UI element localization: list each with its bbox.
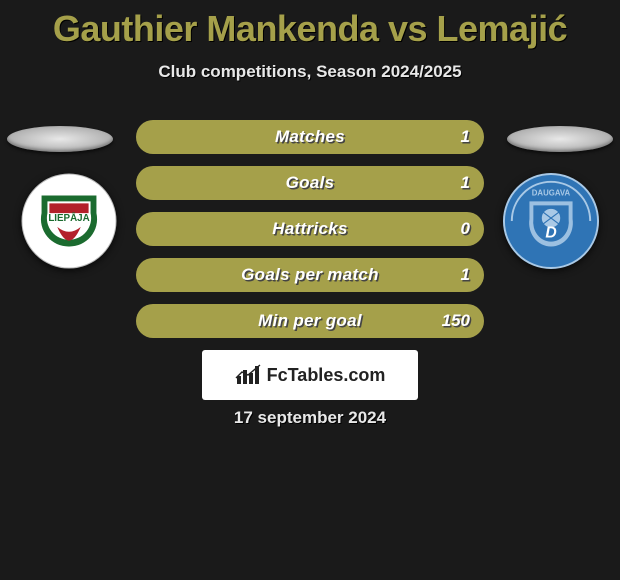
stat-value-right: 150 — [442, 304, 470, 338]
stat-bar-goals-per-match: Goals per match 1 — [136, 258, 484, 292]
date-label: 17 september 2024 — [0, 408, 620, 428]
svg-text:D: D — [545, 225, 556, 242]
player-right-pedestal — [507, 126, 613, 152]
bar-chart-icon — [235, 364, 261, 386]
fctables-label: FcTables.com — [267, 365, 386, 386]
stat-bar-matches: Matches 1 — [136, 120, 484, 154]
club-badge-left: LIEPĀJA — [20, 172, 118, 270]
stat-label: Goals — [136, 166, 484, 200]
stat-label: Goals per match — [136, 258, 484, 292]
comparison-card: Gauthier Mankenda vs Lemajić Club compet… — [0, 0, 620, 580]
player-left-pedestal — [7, 126, 113, 152]
stats-bars: Matches 1 Goals 1 Hattricks 0 Goals per … — [136, 120, 484, 350]
stat-label: Matches — [136, 120, 484, 154]
stat-value-right: 1 — [461, 120, 470, 154]
fctables-watermark[interactable]: FcTables.com — [202, 350, 418, 400]
stat-bar-goals: Goals 1 — [136, 166, 484, 200]
stat-value-right: 1 — [461, 166, 470, 200]
subtitle: Club competitions, Season 2024/2025 — [0, 62, 620, 82]
stat-label: Hattricks — [136, 212, 484, 246]
svg-text:LIEPĀJA: LIEPĀJA — [48, 213, 89, 224]
stat-bar-hattricks: Hattricks 0 — [136, 212, 484, 246]
stat-value-right: 1 — [461, 258, 470, 292]
stat-value-right: 0 — [461, 212, 470, 246]
stat-bar-min-per-goal: Min per goal 150 — [136, 304, 484, 338]
club-badge-right: DAUGAVA D — [502, 172, 600, 270]
svg-text:DAUGAVA: DAUGAVA — [532, 189, 571, 198]
stat-label: Min per goal — [136, 304, 484, 338]
page-title: Gauthier Mankenda vs Lemajić — [0, 0, 620, 50]
